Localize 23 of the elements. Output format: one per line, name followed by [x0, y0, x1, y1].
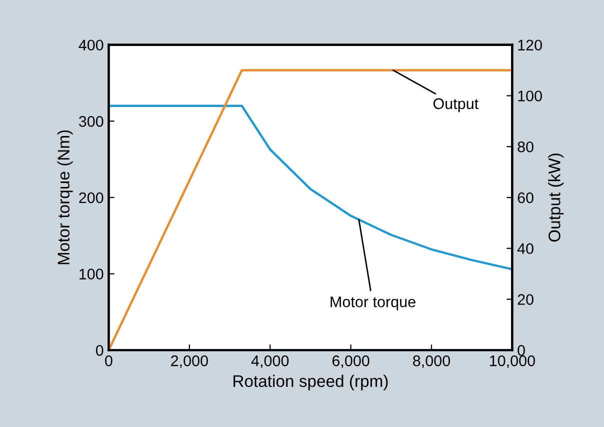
series-label: Output: [433, 98, 478, 112]
x-tick-label: 0: [105, 355, 112, 366]
y-tick-label: 200: [79, 192, 104, 204]
y2-tick-label: 0: [518, 345, 525, 356]
x-tick-label: 2,000: [171, 355, 208, 368]
x-axis-title: Rotation speed (rpm): [234, 374, 388, 390]
y2-tick-label: 40: [517, 243, 534, 254]
text: Motor torque: [330, 296, 416, 310]
y2-tick-label: 20: [518, 294, 534, 305]
y-tick-label: 0: [96, 345, 104, 356]
x-tick-label: 4,000: [251, 355, 289, 368]
y-tick-label: 400: [78, 40, 104, 51]
y-tick-label: 100: [80, 268, 104, 280]
y-axis-title: Motor torque (Nm): [57, 130, 73, 264]
x-tick-label: 6,000: [332, 355, 370, 368]
y-tick-label: 300: [78, 116, 104, 127]
x-tick-label: 8,000: [413, 355, 450, 368]
y2-tick-label: 100: [518, 90, 542, 102]
y2-axis-title: Output (kW): [548, 154, 564, 242]
y2-tick-label: 60: [518, 192, 534, 204]
y2-tick-label: 80: [518, 141, 534, 152]
x-tick-label: 10,000: [490, 355, 535, 368]
y2-tick-label: 120: [518, 40, 542, 51]
